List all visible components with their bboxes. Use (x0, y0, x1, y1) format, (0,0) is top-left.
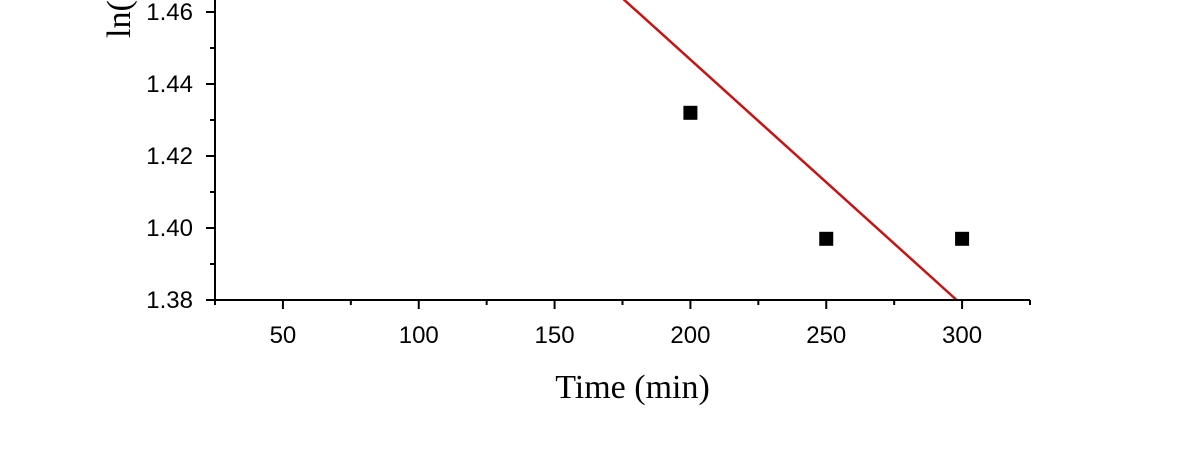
x-tick-label: 150 (535, 322, 575, 349)
plot-area (622, 0, 970, 301)
x-tick-label: 250 (806, 322, 846, 349)
fit-line (622, 0, 958, 301)
data-point (819, 231, 834, 246)
y-tick-label: 1.42 (146, 143, 193, 170)
x-tick-label: 300 (942, 322, 982, 349)
x-tick-label: 100 (399, 322, 439, 349)
y-axis-ticks: 1.38 1.40 1.42 1.44 1.46 (146, 0, 215, 314)
y-tick-label: 1.46 (146, 0, 193, 26)
x-axis-title: Time (min) (555, 369, 710, 406)
x-axis-ticks: 50 100 150 200 250 300 (214, 300, 1031, 349)
data-point (683, 105, 698, 120)
y-tick-label: 1.38 (146, 287, 193, 314)
y-axis-title: ln( (101, 0, 138, 38)
x-tick-label: 200 (670, 322, 710, 349)
y-tick-label: 1.44 (146, 71, 193, 98)
data-point (955, 231, 970, 246)
x-tick-label: 50 (270, 322, 297, 349)
y-tick-label: 1.40 (146, 215, 193, 242)
